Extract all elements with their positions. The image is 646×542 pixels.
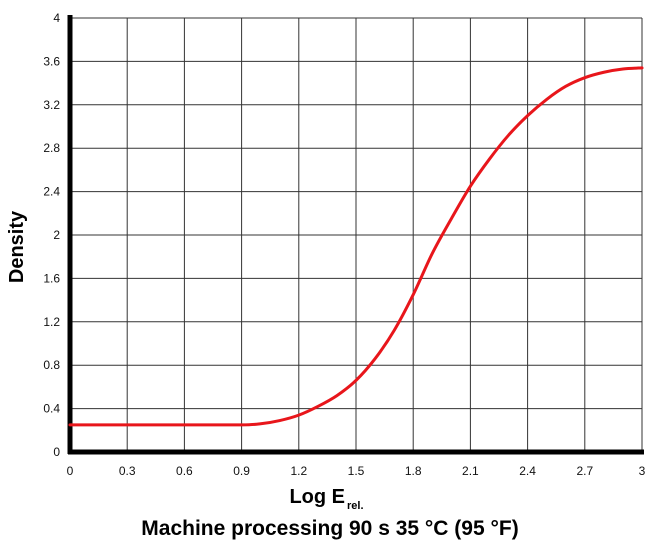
y-tick-label: 3.2 [43,98,60,112]
y-tick-label: 2.8 [43,141,60,155]
y-axis-label: Density [6,210,28,283]
x-tick-label: 0.9 [233,464,250,478]
y-tick-label: 0.8 [43,358,60,372]
x-axis-label: Log E [289,486,345,508]
y-tick-label: 3.6 [43,54,60,68]
grid [70,17,643,452]
density-curve-line [68,66,644,427]
series [68,66,644,427]
x-tick-label: 1.8 [405,464,422,478]
tick-labels: 0 0.3 0.6 0.9 1.2 1.5 1.8 2.1 2.4 2.7 3 0 0.4 0.8 1.2 1… [43,11,645,478]
y-tick-label: 1.6 [43,271,60,285]
x-tick-label: 2.1 [462,464,479,478]
x-tick-label: 2.4 [519,464,536,478]
x-tick-label: 2.7 [576,464,593,478]
x-tick-label: 1.2 [290,464,307,478]
x-tick-label: 0.3 [119,464,136,478]
x-axis-label-subscript: rel. [347,500,364,512]
y-tick-label: 4 [53,11,60,25]
chart-title: Machine processing 90 s 35 °C (95 °F) [141,517,518,540]
y-tick-label: 1.2 [43,315,60,329]
y-tick-label: 0 [53,445,60,459]
x-tick-label: 0.6 [176,464,193,478]
y-tick-label: 2.4 [43,185,60,199]
x-tick-label: 1.5 [348,464,365,478]
y-tick-label: 2 [53,228,60,242]
x-tick-label: 3 [639,464,646,478]
axes [67,15,644,455]
x-tick-label: 0 [67,464,74,478]
y-tick-label: 0.4 [43,402,60,416]
